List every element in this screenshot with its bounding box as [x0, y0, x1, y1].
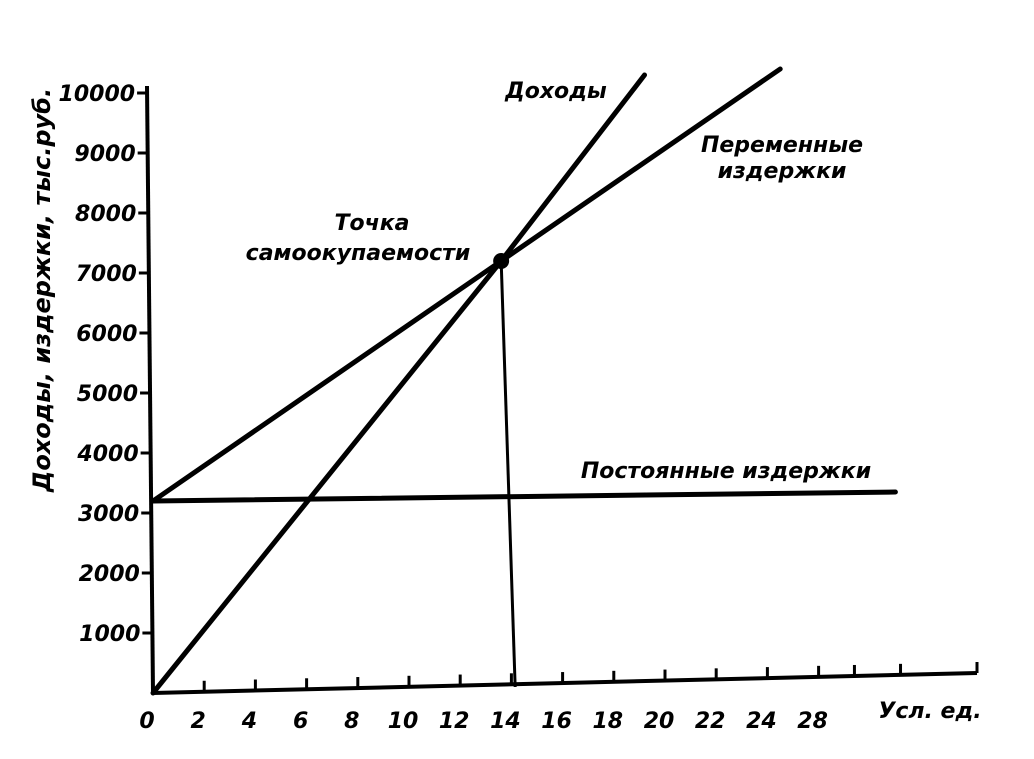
x-tick-label: 12: [439, 709, 470, 734]
y-tick-label: 4000: [76, 442, 138, 467]
y-tick-label: 5000: [77, 382, 138, 407]
income-line: [150, 72, 648, 696]
ticks: 0 2 4 6 8 10 12 14 16 18 20 22 24 2810002000300040005…: [59, 82, 903, 734]
break-even-point: [493, 253, 510, 269]
x-tick-label: 0: [139, 709, 154, 734]
break-even-dropline: [499, 260, 517, 688]
variable-costs-line: [150, 66, 783, 504]
y-axis-title: Доходы, издержки, тыс.руб.: [28, 88, 56, 493]
x-axis-unit-label: Усл. ед.: [878, 699, 981, 724]
fixed-costs-label: Постоянные издержки: [581, 459, 871, 484]
y-tick-label: 2000: [79, 562, 140, 587]
marks: [493, 253, 517, 688]
y-tick-label: 10000: [59, 82, 136, 107]
x-axis-line: [152, 671, 978, 695]
y-tick-label: 3000: [78, 502, 139, 527]
x-tick-label: 14: [490, 709, 521, 734]
break-even-label-line1: Точка: [334, 211, 409, 236]
x-tick-label: 28: [797, 709, 828, 734]
y-tick-label: 9000: [74, 142, 135, 167]
y-tick-label: 1000: [79, 622, 140, 647]
axes: [145, 85, 979, 695]
y-tick-label: 8000: [75, 202, 136, 227]
fixed-costs-line: [150, 489, 898, 504]
x-tick-label: 22: [695, 709, 726, 734]
x-tick-label: 16: [541, 709, 572, 734]
x-tick-label: 24: [746, 709, 777, 734]
y-tick-label: 6000: [76, 322, 137, 347]
y-axis-line: [145, 85, 155, 694]
x-tick-label: 18: [592, 709, 623, 734]
y-tick-label: 7000: [76, 262, 137, 287]
x-tick-label: 10: [388, 709, 419, 734]
break-even-label-line2: самоокупаемости: [246, 241, 471, 266]
x-tick-label: 8: [344, 709, 359, 734]
x-tick-label: 6: [293, 709, 308, 734]
variable-costs-label-line1: Переменные: [701, 133, 863, 158]
x-tick-label: 20: [644, 709, 675, 734]
x-tick-label: 4: [241, 709, 257, 734]
income-label: Доходы: [504, 79, 607, 104]
x-tick-label: 2: [191, 709, 206, 734]
variable-costs-label-line2: издержки: [718, 159, 847, 184]
